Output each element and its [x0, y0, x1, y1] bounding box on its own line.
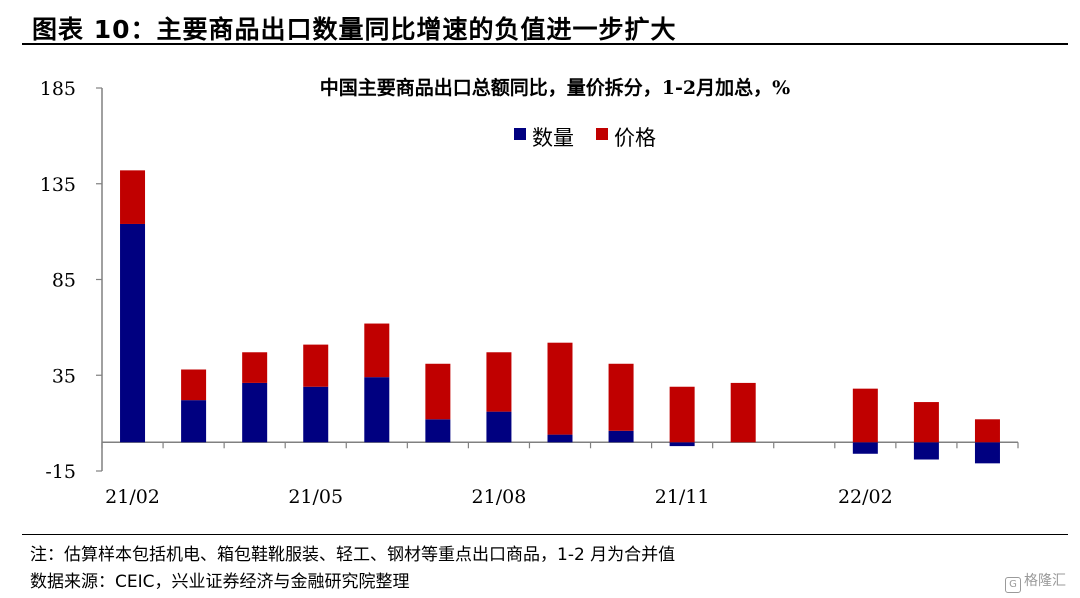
- bar-price: [730, 382, 756, 443]
- bar-quantity: [852, 442, 878, 454]
- bar-quantity: [120, 223, 146, 443]
- bar-price: [181, 369, 207, 401]
- legend: 数量 价格: [514, 126, 656, 150]
- bar-price: [974, 419, 1000, 443]
- x-axis: 21/02 21/05 21/08 21/11 22/02: [101, 441, 1019, 508]
- bar-quantity: [425, 419, 451, 443]
- watermark-logo-icon: G: [1005, 577, 1021, 593]
- footer-rule: [22, 534, 1068, 535]
- y-tick-label: 135: [40, 174, 76, 196]
- figure-header: 图表 10：主要商品出口数量同比增速的负值进一步扩大: [22, 4, 1068, 44]
- bar-price: [242, 352, 268, 383]
- chart-note: 注：估算样本包括机电、箱包鞋靴服装、轻工、钢材等重点出口商品，1-2 月为合并值: [30, 545, 676, 565]
- watermark: G 格隆汇: [1005, 570, 1066, 593]
- legend-swatch-quantity: [514, 128, 526, 140]
- bar-price: [852, 388, 878, 443]
- y-axis: 185 135 85 35 -15: [40, 78, 103, 483]
- bar-price: [913, 402, 939, 443]
- bar-price: [364, 323, 390, 378]
- chart-source: 数据来源：CEIC，兴业证券经济与金融研究院整理: [30, 572, 410, 592]
- bar-quantity: [486, 411, 512, 443]
- legend-label-price: 价格: [614, 126, 656, 150]
- x-tick-label: 22/02: [838, 486, 893, 508]
- bar-quantity: [547, 434, 573, 443]
- header-rule: [22, 43, 1068, 45]
- watermark-text: 格隆汇: [1024, 573, 1066, 589]
- bar-price: [120, 170, 146, 224]
- bars: [120, 170, 1000, 464]
- bar-quantity: [669, 442, 695, 447]
- bar-quantity: [181, 400, 207, 443]
- x-tick-label: 21/05: [288, 486, 343, 508]
- bar-price: [425, 363, 451, 420]
- legend-swatch-price: [596, 128, 608, 140]
- bar-price: [547, 342, 573, 435]
- bar-price: [669, 386, 695, 443]
- chart-title: 中国主要商品出口总额同比，量价拆分，1-2月加总，%: [320, 76, 790, 99]
- x-tick-label: 21/02: [105, 486, 160, 508]
- y-tick-label: -15: [45, 461, 76, 483]
- x-tick-label: 21/08: [472, 486, 527, 508]
- bar-quantity: [974, 442, 1000, 464]
- bar-quantity: [608, 430, 634, 443]
- bar-price: [486, 352, 512, 412]
- bar-price: [608, 363, 634, 431]
- legend-label-quantity: 数量: [532, 126, 574, 150]
- bar-quantity: [242, 382, 268, 443]
- y-tick-label: 85: [52, 270, 76, 292]
- bar-quantity: [364, 377, 390, 443]
- bar-quantity: [303, 386, 329, 443]
- x-tick-label: 21/11: [655, 486, 710, 508]
- bar-quantity: [913, 442, 939, 460]
- figure-title: 图表 10：主要商品出口数量同比增速的负值进一步扩大: [32, 15, 677, 44]
- y-tick-label: 35: [52, 365, 76, 387]
- y-tick-label: 185: [40, 78, 76, 100]
- bar-price: [303, 344, 329, 387]
